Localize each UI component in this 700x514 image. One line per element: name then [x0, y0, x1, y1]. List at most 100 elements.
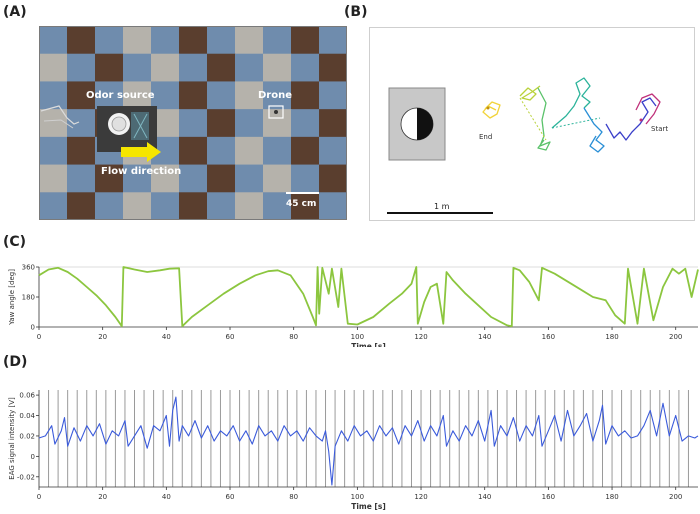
panel-label-d: (D): [3, 354, 28, 370]
odor-source-half: [417, 108, 433, 140]
floor-tile: [263, 164, 292, 193]
odor-source-label: Odor source: [86, 90, 155, 101]
trajectory-segment: [583, 107, 605, 153]
trajectory-segment: [537, 87, 551, 151]
x-tick-label: 60: [226, 493, 235, 501]
trajectory-segment: [551, 77, 591, 129]
floor-tile: [67, 109, 96, 138]
trajectory-segment: [605, 97, 657, 141]
y-tick-label: 360: [22, 264, 35, 272]
trajectory-gap: [519, 97, 547, 141]
x-tick-label: 40: [162, 493, 171, 501]
floor-tile: [179, 192, 208, 220]
x-tick-label: 200: [669, 493, 682, 501]
floor-tile: [207, 192, 236, 220]
x-tick-label: 80: [289, 333, 298, 341]
x-tick-label: 0: [37, 493, 41, 501]
trajectory-segment: [519, 85, 541, 101]
floor-tile: [179, 26, 208, 55]
end-label: End: [479, 133, 492, 141]
floor-tile: [67, 136, 96, 166]
floor-tile: [263, 109, 292, 138]
floor-tile: [263, 192, 292, 220]
floor-tile: [263, 26, 292, 55]
floor-tile: [319, 53, 347, 82]
floor-tile: [151, 81, 180, 110]
floor-tile: [39, 136, 68, 166]
floor-tile: [207, 136, 236, 166]
y-axis-label: EAG signal intensity [V]: [8, 397, 16, 480]
floor-tile: [67, 81, 96, 110]
floor-tile: [95, 26, 124, 55]
floor-tile: [67, 192, 96, 220]
floor-tile: [291, 26, 320, 55]
floor-tile: [67, 164, 96, 193]
flow-direction-label: Flow direction: [101, 166, 181, 177]
floor-tile: [95, 164, 124, 193]
y-tick-label: 0: [31, 324, 35, 332]
panel-label-b: (B): [344, 4, 368, 20]
floor-tile: [319, 192, 347, 220]
floor-tile: [67, 53, 96, 82]
floor-tile: [319, 109, 347, 138]
data-series-line: [38, 396, 699, 486]
floor-tile: [235, 53, 264, 82]
x-axis-label: Time [s]: [351, 342, 386, 347]
floor-tile: [123, 192, 152, 220]
odor-source-apparatus: [40, 105, 157, 152]
floor-tile: [235, 81, 264, 110]
x-tick-label: 120: [414, 333, 427, 341]
x-tick-label: 180: [605, 493, 618, 501]
floor-tile: [291, 53, 320, 82]
floor-photo-drawing: Odor source Drone Flow direction 45 cm: [39, 26, 347, 220]
floor-tile: [235, 192, 264, 220]
y-tick-label: -0.02: [17, 473, 35, 481]
floor-tile: [291, 136, 320, 166]
checkerboard-floor: [39, 26, 347, 220]
x-tick-label: 20: [98, 333, 107, 341]
floor-tile: [291, 109, 320, 138]
y-axis-label: Yaw angle [deg]: [8, 269, 16, 326]
x-tick-label: 140: [478, 333, 491, 341]
start-marker: [639, 118, 643, 122]
x-tick-label: 0: [37, 333, 41, 341]
floor-tile: [123, 81, 152, 110]
flow-direction-arrow: [121, 142, 161, 162]
floor-tile: [235, 164, 264, 193]
trajectory-segment: [635, 93, 661, 125]
scale-bar-b-label: 1 m: [434, 202, 450, 211]
trajectory-panel: 1 m End Start: [369, 27, 695, 221]
x-tick-label: 180: [605, 333, 618, 341]
x-tick-label: 100: [351, 493, 364, 501]
floor-tile: [263, 136, 292, 166]
floor-tile: [179, 81, 208, 110]
x-tick-label: 60: [226, 333, 235, 341]
floor-tile: [263, 53, 292, 82]
floor-tile: [291, 81, 320, 110]
x-tick-label: 20: [98, 493, 107, 501]
floor-tile: [95, 81, 124, 110]
floor-tile: [179, 136, 208, 166]
start-label: Start: [651, 125, 668, 133]
experiment-photo: Odor source Drone Flow direction 45 cm: [39, 26, 347, 220]
floor-tile: [207, 109, 236, 138]
floor-tile: [39, 53, 68, 82]
floor-tile: [319, 136, 347, 166]
eag-signal-chart: 0 20 40 60 80 100 120 140 160 180 200 -0.02 0 0.02 0.0…: [8, 390, 699, 511]
floor-tile: [319, 26, 347, 55]
x-tick-label: 100: [351, 333, 364, 341]
yaw-angle-chart: 0 20 40 60 80 100 120 140 160 180 200 0 180 360 Time […: [8, 264, 699, 347]
floor-tile: [151, 53, 180, 82]
floor-tile: [39, 81, 68, 110]
x-tick-label: 140: [478, 493, 491, 501]
floor-tile: [39, 26, 68, 55]
floor-tile: [319, 164, 347, 193]
floor-tile: [235, 109, 264, 138]
floor-tile: [207, 164, 236, 193]
floor-tile: [151, 192, 180, 220]
x-tick-label: 160: [542, 493, 555, 501]
floor-tile: [291, 192, 320, 220]
y-tick-label: 0.02: [19, 432, 35, 440]
y-tick-label: 180: [22, 294, 35, 302]
floor-tile: [123, 164, 152, 193]
